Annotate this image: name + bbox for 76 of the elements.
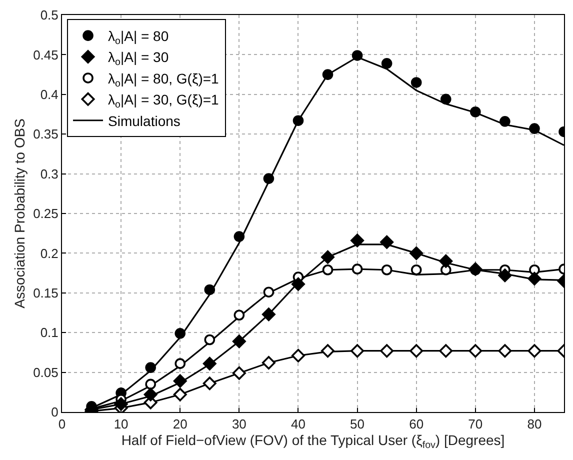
point (144, 388, 158, 402)
y-tick-label: 0.4 (40, 86, 58, 102)
x-tick-label: 30 (232, 416, 246, 432)
point (145, 362, 156, 373)
x-tick-label: 40 (291, 416, 306, 432)
point (262, 308, 276, 322)
point (322, 69, 334, 80)
point (322, 264, 334, 276)
point (234, 231, 245, 242)
x-tick-label: 70 (468, 416, 483, 432)
point (202, 376, 216, 390)
y-tick-label: 0.3 (40, 166, 58, 182)
x-axis-title: Half of Field−ofView (FOV) of the Typical User (ξ$_{fov}$) [Degrees] (121, 432, 505, 451)
point (528, 344, 542, 358)
point (410, 246, 424, 260)
y-tick-label: 0.2 (40, 246, 58, 261)
point (263, 286, 274, 298)
point (202, 356, 216, 370)
point (381, 58, 392, 69)
point (352, 264, 363, 274)
y-tick-label: 0.15 (33, 285, 58, 300)
point (263, 173, 274, 184)
y-axis-title: Association Probability to OBS (12, 118, 28, 308)
x-tick-label: 50 (350, 416, 365, 432)
point (321, 250, 335, 264)
point (145, 378, 156, 390)
point (262, 356, 276, 370)
point (321, 344, 335, 358)
point (352, 50, 363, 61)
point (500, 116, 510, 127)
y-tick-label: 0.25 (33, 206, 58, 222)
x-tick-label: 10 (114, 416, 128, 432)
x-tick-label: 60 (409, 416, 424, 432)
point (498, 268, 512, 282)
point (439, 254, 453, 268)
point (204, 334, 216, 346)
legend-label: λ$_{o}$|A| = 80, G(ξ)=1 (108, 70, 220, 90)
point (291, 277, 305, 291)
point (174, 328, 186, 339)
point (410, 77, 422, 88)
point (528, 272, 542, 286)
point (173, 374, 187, 388)
y-tick-label: 0 (51, 404, 58, 420)
y-tick-label: 0.5 (40, 8, 58, 23)
legend-label: Simulations (108, 112, 180, 129)
point (381, 264, 392, 276)
x-tick-label: 20 (172, 416, 188, 432)
y-tick-label: 0.35 (33, 126, 58, 142)
point (291, 348, 305, 362)
point (174, 358, 186, 369)
point (439, 344, 453, 358)
point (440, 94, 452, 105)
point (410, 264, 422, 276)
point (232, 366, 246, 380)
point (114, 397, 128, 411)
point (380, 235, 394, 249)
point (204, 284, 216, 296)
x-tick-label: 80 (527, 416, 542, 432)
point (410, 344, 424, 358)
legend-label: λ$_{o}$|A| = 80 (108, 28, 169, 47)
point (470, 106, 481, 118)
point (350, 344, 364, 358)
legend-label: λ$_{o}$|A| = 30 (108, 49, 169, 68)
point (529, 123, 540, 134)
y-tick-label: 0.1 (40, 325, 58, 340)
point (173, 388, 187, 402)
y-tick-label: 0.45 (33, 47, 58, 62)
point (292, 115, 304, 126)
legend-label: λ$_{o}$|A| = 30, G(ξ)=1 (108, 92, 220, 111)
y-tick-label: 0.05 (33, 364, 58, 380)
point (380, 344, 394, 358)
point (232, 334, 246, 348)
point (234, 310, 245, 321)
point (468, 344, 482, 358)
point (498, 344, 512, 358)
point (350, 234, 364, 248)
